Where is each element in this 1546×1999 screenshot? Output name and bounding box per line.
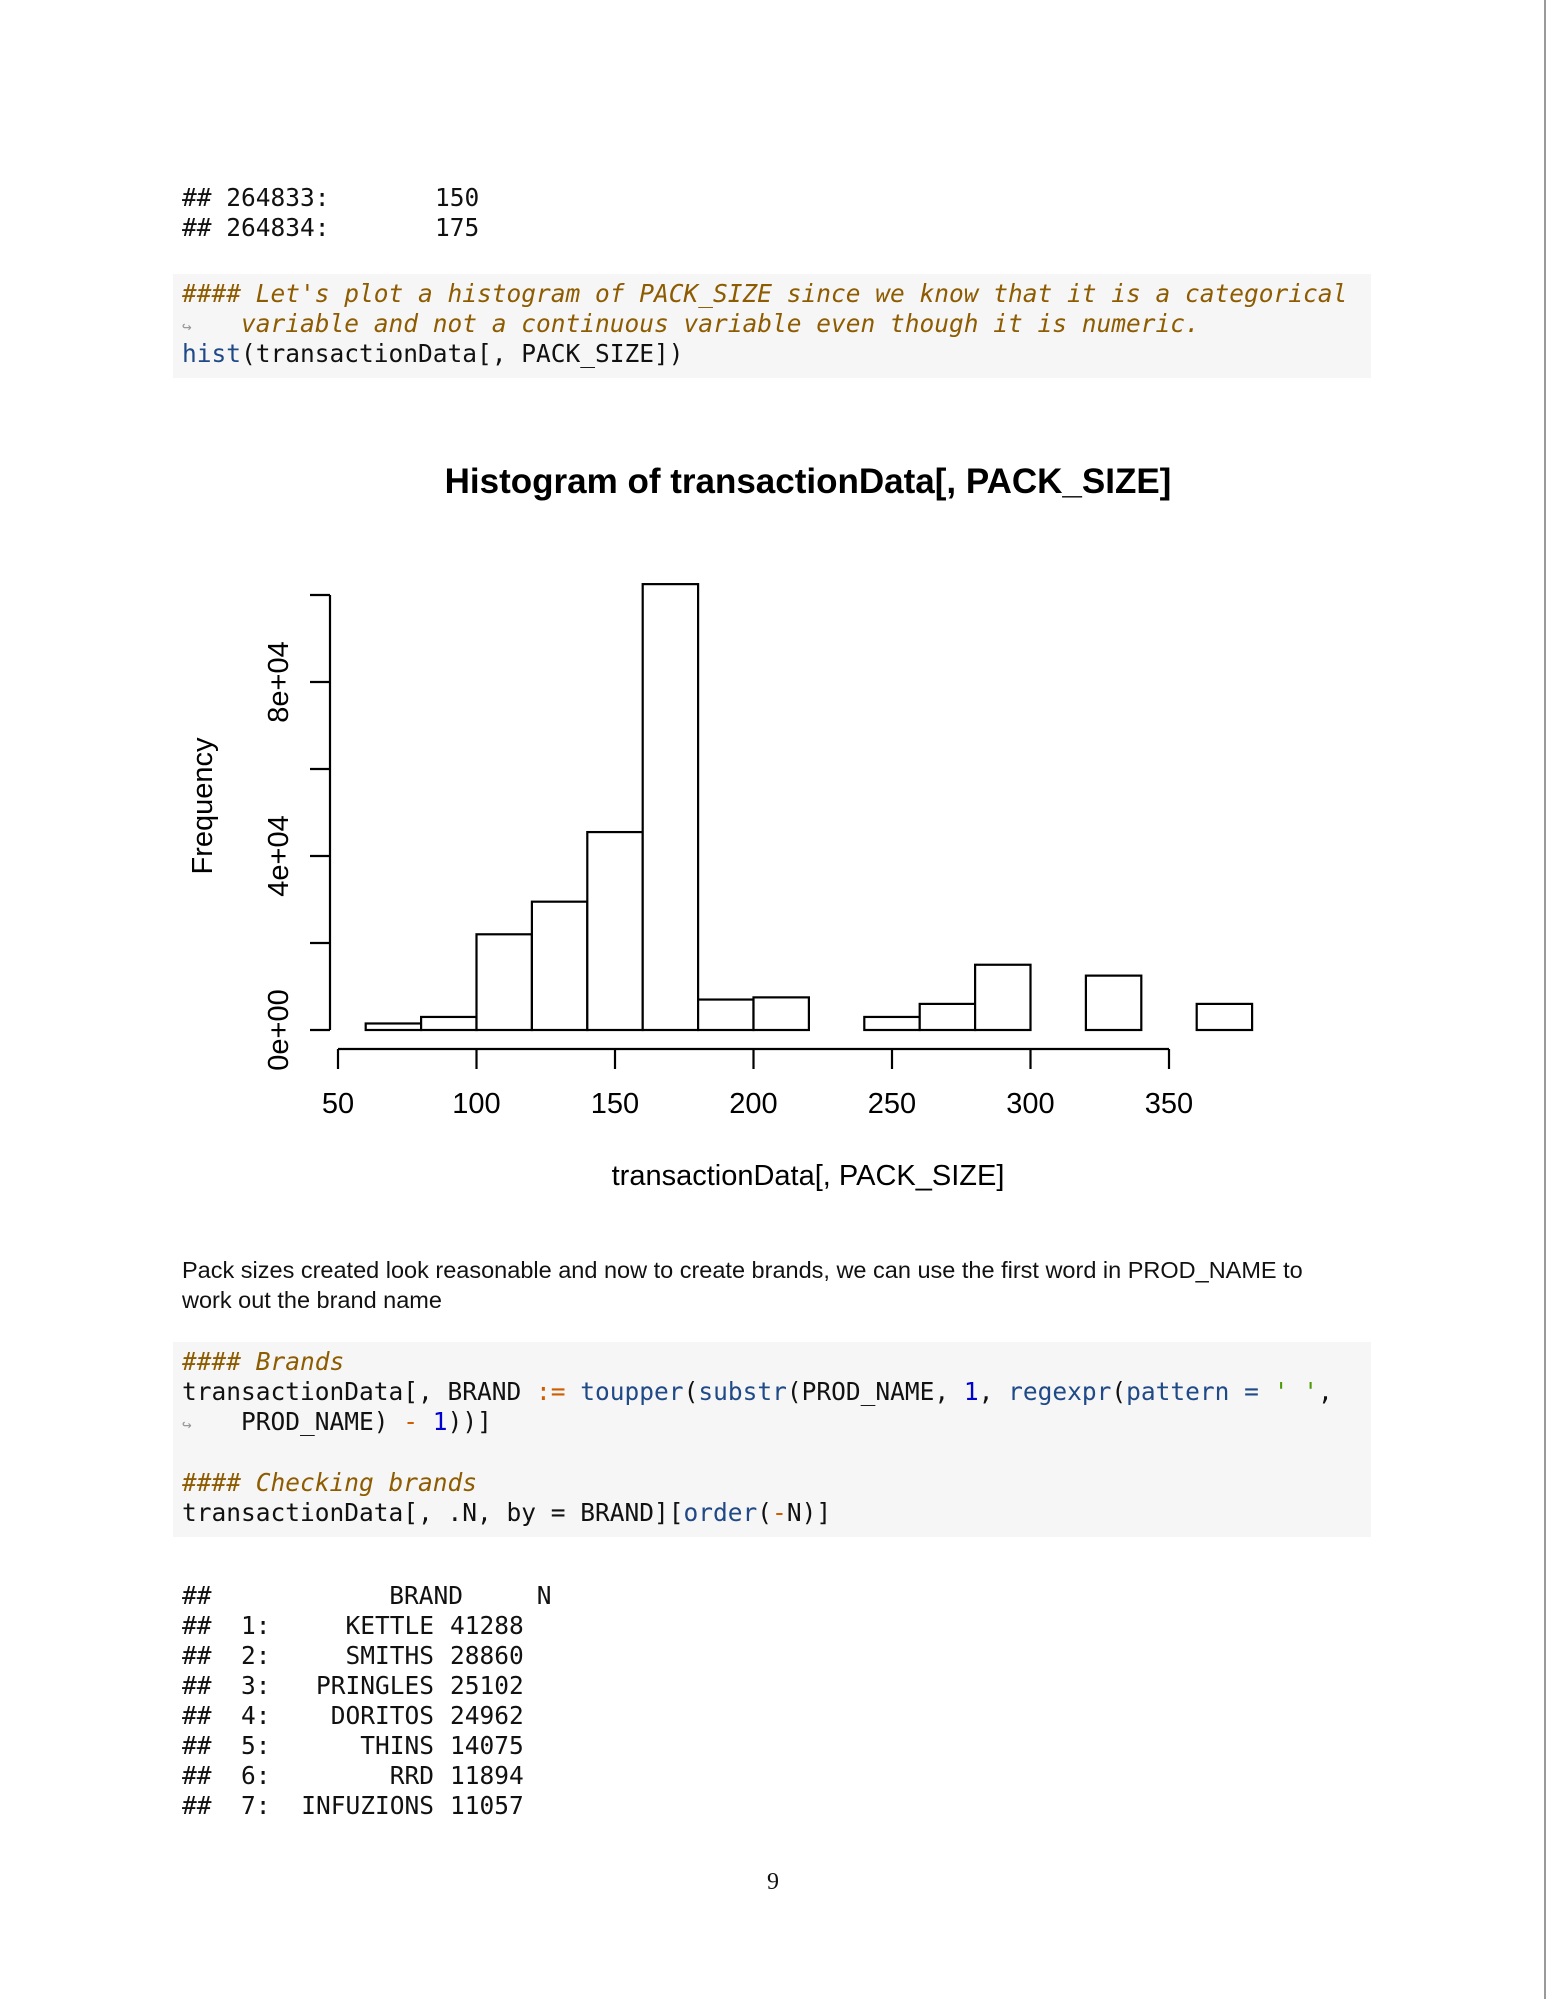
x-tick-label: 50: [322, 1088, 354, 1120]
histogram-chart: Histogram of transactionData[, PACK_SIZE…: [187, 462, 1254, 1192]
histogram-bar: [420, 1015, 478, 1032]
histogram-bar: [918, 1002, 977, 1032]
continuation-arrow-icon: ↪: [182, 317, 192, 336]
row-brand: KETTLE: [345, 1611, 434, 1640]
code-comment: #### Brands: [182, 1347, 345, 1376]
row-count: 41288: [450, 1611, 524, 1640]
y-axis-label: Frequency: [187, 737, 219, 875]
code-brand-count: transactionData[, .N, by = BRAND][order(…: [182, 1498, 832, 1527]
row-prefix: ##: [182, 1611, 212, 1640]
y-tick-label: 4e+04: [263, 815, 295, 896]
histogram-bar: [641, 583, 700, 1032]
row-prefix: ##: [182, 1701, 212, 1730]
code-comment-continued: ↪ variable and not a continuous variable …: [182, 309, 1200, 338]
row-count: 14075: [450, 1731, 524, 1760]
row-count: 28860: [450, 1641, 524, 1670]
row-index: 7:: [241, 1791, 271, 1820]
y-tick-label: 8e+04: [263, 641, 295, 722]
x-tick-label: 250: [868, 1088, 916, 1120]
row-count: 11057: [450, 1791, 524, 1820]
page-edge: [1544, 0, 1546, 1999]
continuation-arrow-icon: ↪: [182, 1415, 192, 1434]
code-block-hist: #### Let's plot a histogram of PACK_SIZE…: [173, 274, 1371, 378]
row-index: 5:: [241, 1731, 271, 1760]
brand-table-row: ## 4: DORITOS 24962: [182, 1701, 524, 1731]
histogram-bar: [530, 900, 589, 1032]
row-brand: SMITHS: [345, 1641, 434, 1670]
row-prefix: ##: [182, 1671, 212, 1700]
histogram-bar: [475, 933, 534, 1032]
row-count: 11894: [450, 1761, 524, 1790]
x-tick-label: 100: [452, 1088, 500, 1120]
row-index: 3:: [241, 1671, 271, 1700]
code-block-brands: #### Brands transactionData[, BRAND := t…: [173, 1342, 1371, 1537]
row-prefix: ##: [182, 1731, 212, 1760]
x-tick-label: 200: [729, 1088, 777, 1120]
histogram-bar: [1084, 974, 1143, 1032]
histogram-bar: [973, 963, 1032, 1032]
row-brand: PRINGLES: [315, 1671, 434, 1700]
row-count: 25102: [450, 1671, 524, 1700]
y-tick-label: 0e+00: [263, 989, 295, 1070]
row-brand: INFUZIONS: [301, 1791, 434, 1820]
output-line: ## 264834: 175: [182, 213, 480, 242]
brand-table-row: ## 2: SMITHS 28860: [182, 1641, 524, 1671]
row-brand: DORITOS: [330, 1701, 434, 1730]
histogram-bar: [863, 1015, 921, 1032]
row-index: 2:: [241, 1641, 271, 1670]
brand-table-row: ## 1: KETTLE 41288: [182, 1611, 524, 1641]
histogram-bar: [364, 1022, 423, 1032]
row-index: 6:: [241, 1761, 271, 1790]
page-number: 9: [767, 1869, 779, 1895]
brand-table-header: ## BRAND N: [182, 1581, 552, 1610]
chart-title: Histogram of transactionData[, PACK_SIZE…: [445, 462, 1172, 501]
x-tick-label: 350: [1145, 1088, 1193, 1120]
row-prefix: ##: [182, 1761, 212, 1790]
row-prefix: ##: [182, 1641, 212, 1670]
output-line: ## 264833: 150: [182, 183, 480, 212]
row-brand: RRD: [389, 1761, 434, 1790]
brand-table-row: ## 5: THINS 14075: [182, 1731, 524, 1761]
brand-table-row: ## 6: RRD 11894: [182, 1761, 524, 1791]
row-brand: THINS: [360, 1731, 434, 1760]
histogram-bar: [586, 830, 644, 1032]
brand-table-row: ## 3: PRINGLES 25102: [182, 1671, 524, 1701]
row-count: 24962: [450, 1701, 524, 1730]
histogram-bar: [752, 996, 811, 1032]
x-tick-label: 300: [1006, 1088, 1054, 1120]
prose-line: work out the brand name: [182, 1287, 442, 1313]
x-tick-label: 150: [591, 1088, 639, 1120]
x-axis-label: transactionData[, PACK_SIZE]: [612, 1160, 1005, 1192]
prose-line: Pack sizes created look reasonable and n…: [182, 1257, 1303, 1283]
code-brand-assign: transactionData[, BRAND := toupper(subst…: [182, 1377, 1333, 1406]
code-brand-assign-continued: ↪ PROD_NAME) - 1))]: [182, 1407, 492, 1436]
code-comment: #### Checking brands: [182, 1468, 478, 1497]
row-index: 1:: [241, 1611, 271, 1640]
histogram-bar: [696, 998, 755, 1032]
code-comment: #### Let's plot a histogram of PACK_SIZE…: [182, 279, 1348, 308]
code-hist-call: hist(transactionData[, PACK_SIZE]): [182, 339, 684, 368]
histogram-bar: [1195, 1002, 1254, 1032]
brand-table-row: ## 7: INFUZIONS 11057: [182, 1791, 524, 1821]
row-index: 4:: [241, 1701, 271, 1730]
row-prefix: ##: [182, 1791, 212, 1820]
